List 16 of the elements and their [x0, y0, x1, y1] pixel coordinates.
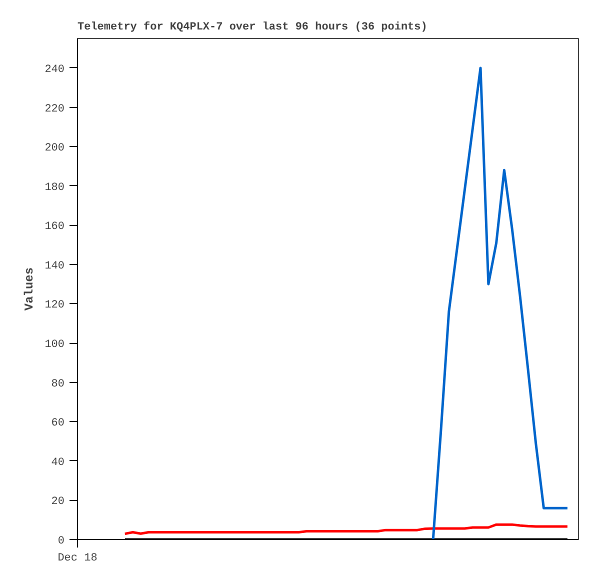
y-tick-label: 200: [44, 142, 65, 155]
x-tick-label: Dec 18: [58, 552, 98, 564]
y-tick-label: 140: [44, 260, 65, 272]
y-tick-label: 160: [44, 221, 65, 234]
y-axis-title: Values: [22, 267, 37, 311]
y-tick-label: 240: [44, 64, 65, 76]
y-tick-label: 220: [44, 103, 65, 116]
y-tick-label: 60: [51, 418, 64, 430]
y-tick-label: 80: [51, 378, 64, 390]
chart-title: Telemetry for KQ4PLX-7 over last 96 hours (36 points): [78, 20, 428, 34]
y-tick-label: 180: [44, 182, 65, 194]
y-tick-label: 40: [51, 456, 64, 469]
y-tick-label: 20: [51, 496, 64, 508]
y-tick-label: 120: [44, 300, 65, 312]
y-tick-label: 0: [58, 536, 65, 548]
y-tick-label: 100: [44, 339, 65, 352]
